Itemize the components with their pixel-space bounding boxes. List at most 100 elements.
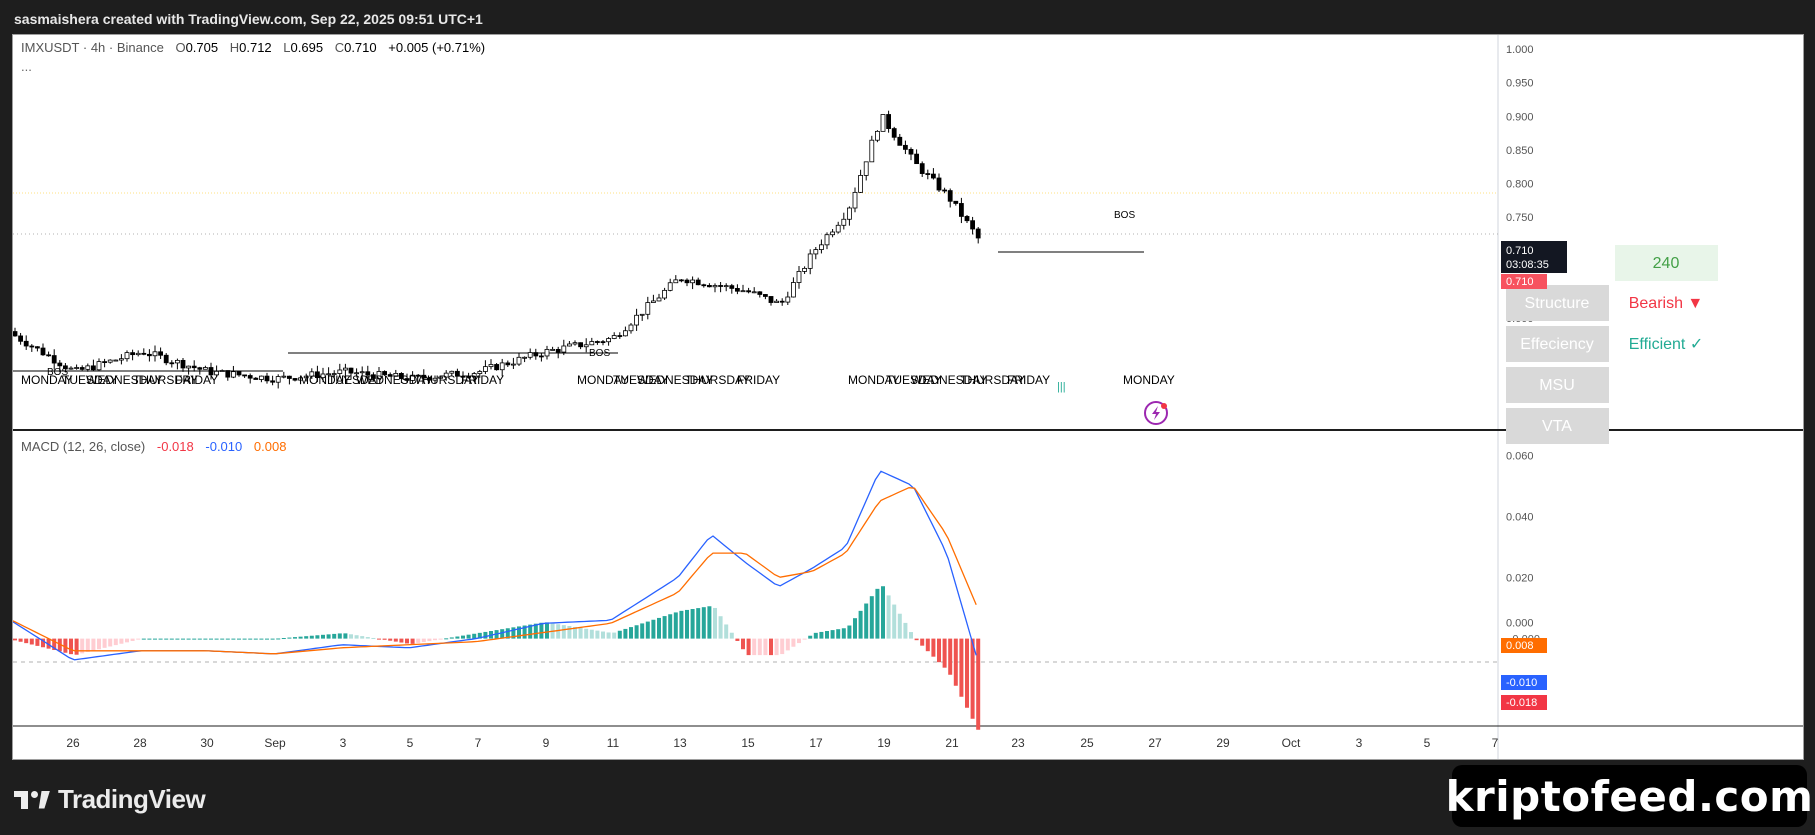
macd-hist-bar-154 bbox=[875, 588, 880, 639]
current-price-tag[interactable]: 0.710 03:08:35 bbox=[1501, 241, 1567, 273]
macd-hist-bar-22 bbox=[136, 638, 141, 640]
macd-signal-tag-text: 0.008 bbox=[1506, 640, 1534, 652]
candle-body-113 bbox=[645, 302, 651, 315]
macd-hist-bar-38 bbox=[225, 638, 230, 640]
macd-hist-bar-166 bbox=[942, 638, 947, 668]
macd-hist-bar-130 bbox=[741, 638, 745, 650]
bos-label-1: BOS bbox=[47, 367, 68, 378]
time-tick-4: 3 bbox=[340, 736, 347, 750]
macd-hist-bar-27 bbox=[164, 638, 169, 640]
candle-body-26 bbox=[158, 351, 164, 356]
lower-price-tag[interactable]: 0.710 bbox=[1501, 274, 1547, 289]
row-msu-label-bg bbox=[1506, 367, 1609, 403]
macd-hist-bar-3 bbox=[29, 638, 34, 645]
time-tick-10: 15 bbox=[741, 736, 755, 750]
candle-body-65 bbox=[376, 371, 382, 379]
candle-body-25 bbox=[152, 351, 158, 357]
candle-body-96 bbox=[550, 348, 555, 351]
macd-hist-bar-32 bbox=[192, 638, 197, 640]
macd-hist-bar-36 bbox=[214, 638, 219, 640]
candle-body-103 bbox=[589, 341, 595, 346]
candle-body-147 bbox=[835, 224, 841, 233]
macd-hist-bar-2 bbox=[24, 638, 29, 644]
candle-body-20 bbox=[124, 352, 130, 360]
candle-body-109 bbox=[623, 330, 628, 337]
macd-histogram bbox=[13, 586, 981, 730]
legend-more[interactable]: ... bbox=[21, 59, 32, 74]
counter-cell bbox=[1615, 245, 1718, 281]
day-label-3-1: TUESDAY bbox=[613, 373, 669, 387]
candle-body-162 bbox=[919, 163, 925, 174]
macd-hist-bar-172 bbox=[976, 638, 981, 730]
symbol-legend[interactable]: IMXUSDT · 4h · Binance O0.705 H0.712 L0.… bbox=[21, 40, 485, 74]
day-label-last: MONDAY bbox=[1123, 373, 1175, 387]
candle-body-93 bbox=[533, 352, 539, 357]
candle-body-52 bbox=[303, 375, 309, 379]
candle-body-154 bbox=[875, 130, 880, 141]
candle-body-9 bbox=[63, 365, 68, 370]
candle-body-87 bbox=[499, 362, 505, 371]
candle-body-15 bbox=[96, 361, 102, 371]
candle-body-35 bbox=[208, 367, 214, 376]
candle-body-89 bbox=[510, 363, 516, 366]
day-label-4-3: THURSDAY bbox=[960, 373, 1025, 387]
candle-body-66 bbox=[382, 371, 388, 375]
macd-hist-bar-73 bbox=[421, 638, 426, 643]
macd-hist-bar-145 bbox=[825, 631, 829, 639]
macd-hist-bar-152 bbox=[864, 603, 869, 639]
macd-hist-bar-28 bbox=[169, 638, 174, 640]
time-tick-16: 27 bbox=[1148, 736, 1162, 750]
candle-body-107 bbox=[611, 335, 617, 339]
macd-macd-tag[interactable]: -0.010 bbox=[1501, 675, 1547, 690]
macd-hist-bar-142 bbox=[808, 635, 813, 639]
lightning-icon[interactable] bbox=[1144, 401, 1168, 425]
time-tick-8: 11 bbox=[607, 736, 620, 750]
macd-hist-bar-20 bbox=[125, 638, 129, 643]
macd-signal-tag[interactable]: 0.008 bbox=[1501, 638, 1547, 653]
candle-body-117 bbox=[667, 282, 673, 291]
candle-body-133 bbox=[757, 291, 763, 295]
time-tick-0: 26 bbox=[66, 736, 80, 750]
macd-hist-bar-40 bbox=[237, 638, 241, 640]
price-pane[interactable] bbox=[13, 35, 1498, 430]
macd-hist-bar-7 bbox=[52, 638, 57, 651]
candle-body-68 bbox=[393, 373, 399, 377]
tradingview-logo[interactable]: TradingView bbox=[14, 784, 206, 815]
macd-hist-bar-170 bbox=[965, 638, 969, 708]
candle-body-138 bbox=[785, 296, 791, 303]
candle-body-119 bbox=[679, 279, 684, 282]
macd-hist-bar-132 bbox=[752, 638, 757, 656]
candle-body-97 bbox=[555, 348, 561, 353]
candle-body-76 bbox=[438, 376, 444, 379]
macd-hist-bar-164 bbox=[931, 638, 936, 657]
candle-body-42 bbox=[247, 375, 253, 379]
macd-hist-tag[interactable]: -0.018 bbox=[1501, 695, 1547, 710]
macd-hist-bar-54 bbox=[315, 635, 320, 639]
candle-body-72 bbox=[415, 374, 421, 377]
chart-frame[interactable]: 1.0000.9500.9000.8500.8000.7500.7000.650… bbox=[12, 34, 1804, 760]
macd-hist-bar-4 bbox=[35, 638, 40, 646]
candle-body-132 bbox=[751, 291, 757, 294]
macd-legend[interactable]: MACD (12, 26, close) -0.018 -0.010 0.008 bbox=[21, 439, 286, 454]
macd-hist-bar-169 bbox=[959, 638, 964, 697]
candle-body-14 bbox=[91, 365, 96, 371]
price-tick-2: 0.900 bbox=[1506, 111, 1534, 123]
legend-change: +0.005 (+0.71%) bbox=[388, 40, 485, 55]
price-axis[interactable] bbox=[1498, 35, 1803, 430]
brand-text: kriptofeed.com bbox=[1445, 771, 1814, 821]
candle-body-135 bbox=[768, 296, 774, 303]
macd-hist-bar-129 bbox=[735, 638, 740, 641]
time-axis[interactable]: 26 28 30 Sep 3 5 7 9 11 13 15 17 19 21 23 25 27 29 Oct 3 5 7 bbox=[66, 736, 1498, 750]
time-tick-3: Sep bbox=[264, 736, 286, 750]
countdown-value: 03:08:35 bbox=[1506, 259, 1549, 271]
candle-body-12 bbox=[79, 367, 85, 370]
candle-body-151 bbox=[858, 175, 863, 193]
macd-hist-bar-106 bbox=[606, 632, 611, 639]
candle-body-121 bbox=[690, 279, 695, 284]
macd-hist-bar-10 bbox=[69, 638, 73, 655]
candle-body-63 bbox=[365, 371, 371, 376]
candle-body-158 bbox=[897, 136, 903, 146]
candle-body-55 bbox=[320, 373, 326, 379]
chart-svg[interactable]: 1.0000.9500.9000.8500.8000.7500.7000.650… bbox=[13, 35, 1803, 759]
candle-body-161 bbox=[914, 153, 919, 165]
